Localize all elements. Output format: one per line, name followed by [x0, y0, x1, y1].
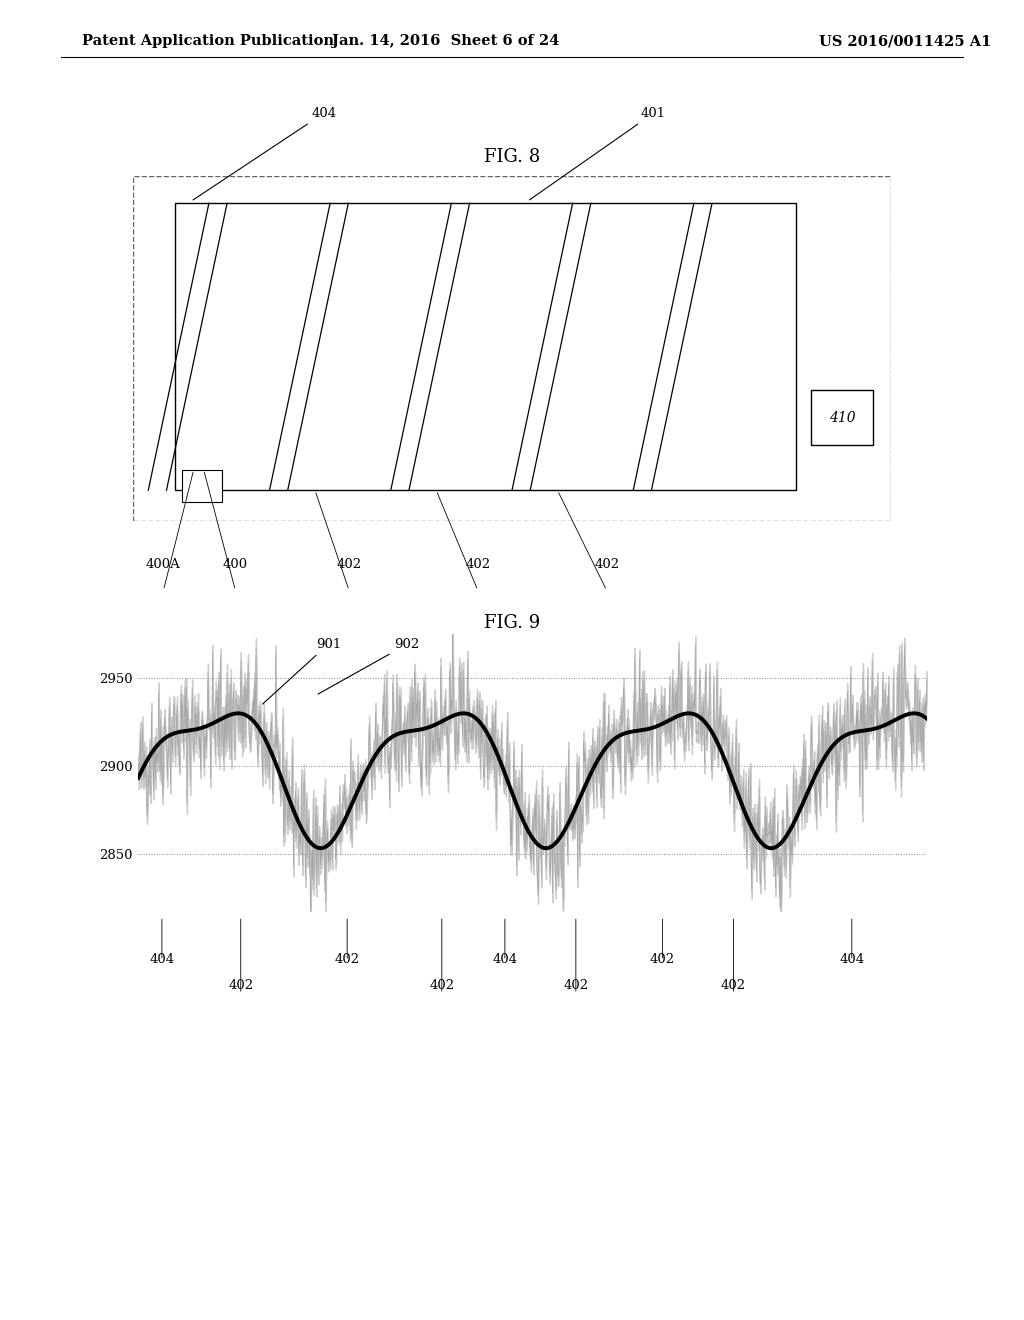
Text: 404: 404 [493, 953, 517, 966]
Text: 902: 902 [318, 638, 420, 694]
Text: FIG. 8: FIG. 8 [484, 148, 540, 166]
Text: FIG. 9: FIG. 9 [484, 614, 540, 632]
Text: 901: 901 [262, 638, 341, 704]
Text: 404: 404 [193, 107, 336, 199]
Text: 404: 404 [840, 953, 864, 966]
Text: 400: 400 [223, 558, 248, 572]
Text: 400A: 400A [146, 558, 181, 572]
Bar [175, 203, 797, 490]
Text: 402: 402 [594, 558, 620, 572]
Bar [811, 389, 873, 445]
Text: 402: 402 [429, 979, 455, 993]
Bar [182, 470, 222, 503]
Text: 402: 402 [465, 558, 490, 572]
Text: 402: 402 [335, 953, 359, 966]
Text: 402: 402 [650, 953, 675, 966]
Text: US 2016/0011425 A1: US 2016/0011425 A1 [819, 34, 991, 49]
Text: 402: 402 [337, 558, 361, 572]
Text: 402: 402 [721, 979, 746, 993]
Text: Jan. 14, 2016  Sheet 6 of 24: Jan. 14, 2016 Sheet 6 of 24 [332, 34, 559, 49]
Text: 402: 402 [563, 979, 589, 993]
Text: 401: 401 [529, 107, 666, 199]
Text: 404: 404 [150, 953, 174, 966]
Text: 402: 402 [228, 979, 253, 993]
Text: 410: 410 [829, 411, 856, 425]
Text: Patent Application Publication: Patent Application Publication [82, 34, 334, 49]
